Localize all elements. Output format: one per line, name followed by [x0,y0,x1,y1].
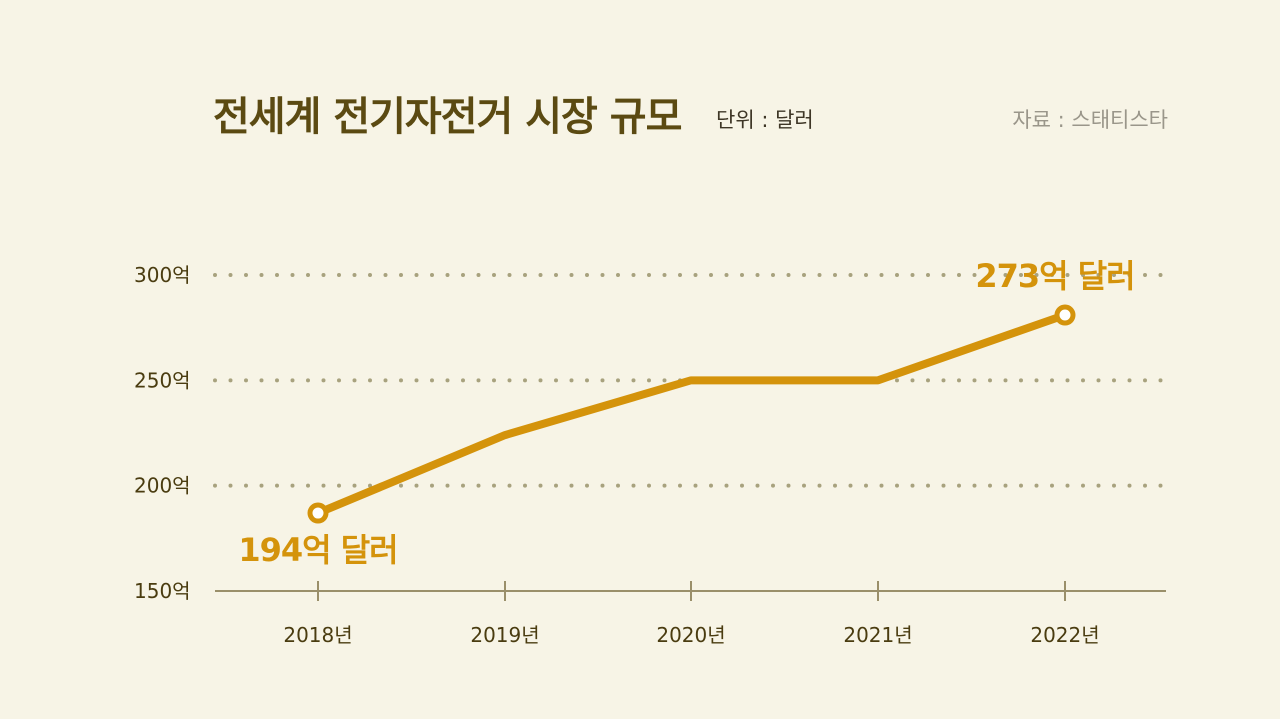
y-tick-label: 300억 [134,263,191,287]
y-tick-label: 200억 [134,474,191,498]
x-tick-label: 2021년 [843,623,912,647]
data-label: 194억 달러 [238,531,397,569]
chart-title: 전세계 전기자전거 시장 규모 [213,94,682,140]
series-line [314,311,1069,518]
x-tick-label: 2020년 [656,623,725,647]
source-label: 자료 : 스태티스타 [1012,108,1168,132]
y-tick-label: 250억 [134,368,191,392]
data-point-marker [1054,304,1076,326]
data-label: 273억 달러 [975,257,1134,295]
data-point-marker [307,502,329,524]
x-tick-label: 2018년 [283,623,352,647]
y-tick-label: 150억 [134,579,191,603]
unit-label: 단위 : 달러 [716,108,814,132]
x-tick-label: 2019년 [470,623,539,647]
x-tick-label: 2022년 [1030,623,1099,647]
